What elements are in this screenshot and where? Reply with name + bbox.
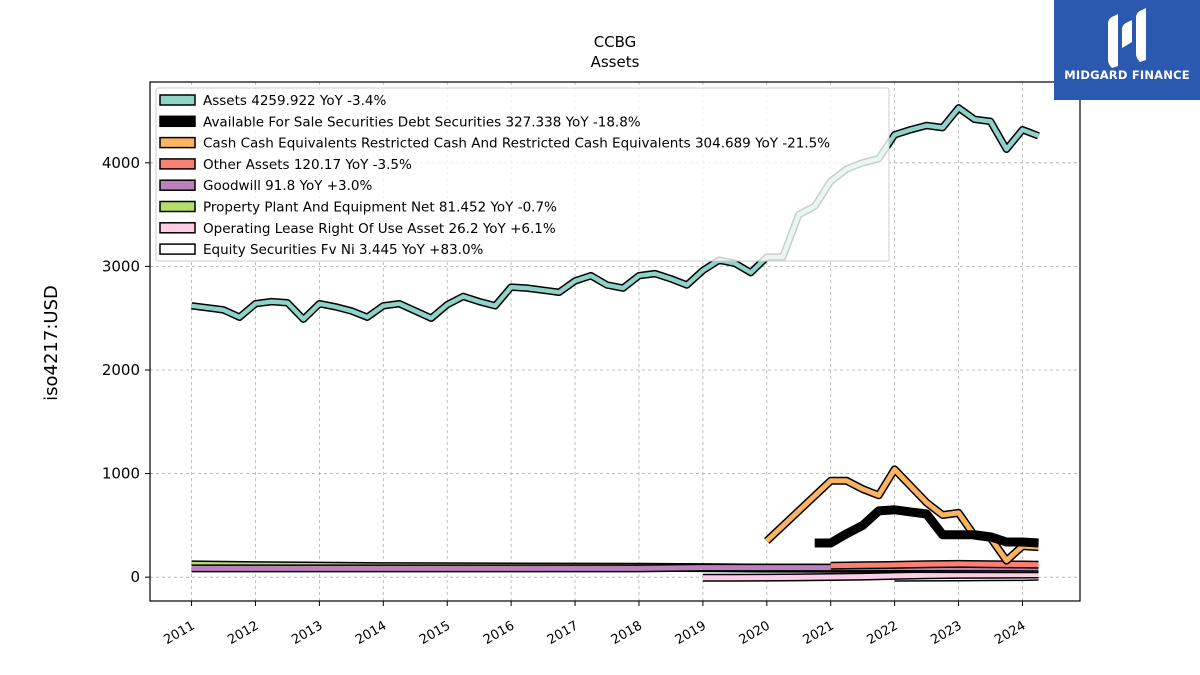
legend-label: Goodwill 91.8 YoY +3.0% <box>203 178 373 194</box>
legend-swatch <box>159 115 196 128</box>
series-line <box>830 561 1039 569</box>
x-tick-label: 2015 <box>417 618 453 648</box>
x-tick-label: 2017 <box>545 618 581 648</box>
legend-swatch <box>159 94 196 106</box>
y-axis-label: iso4217:USD <box>41 285 62 401</box>
x-tick-label: 2012 <box>225 618 261 648</box>
series-line <box>765 466 1039 564</box>
series-0 <box>191 104 1040 323</box>
legend-label: Cash Cash Equivalents Restricted Cash An… <box>203 136 830 152</box>
brand-mark-icon <box>1108 8 1146 68</box>
legend-label: Available For Sale Securities Debt Secur… <box>203 114 641 130</box>
legend-label: Property Plant And Equipment Net 81.452 … <box>203 200 557 216</box>
legend-label: Other Assets 120.17 YoY -3.5% <box>203 157 412 173</box>
legend-swatch <box>159 222 196 234</box>
y-tick-label: 3000 <box>102 257 140 275</box>
x-tick-label: 2023 <box>928 618 964 648</box>
y-tick-label: 0 <box>130 568 140 586</box>
legend-swatch <box>159 158 196 170</box>
legend-label: Operating Lease Right Of Use Asset 26.2 … <box>203 221 556 237</box>
chart-subtitle: Assets <box>591 53 640 71</box>
y-tick-label: 4000 <box>102 154 140 172</box>
legend: Assets 4259.922 YoY -3.4% Available For S… <box>155 87 890 262</box>
legend-swatch <box>159 200 196 213</box>
brand-logo: MIDGARD FINANCE <box>1054 0 1200 100</box>
x-tick-label: 2024 <box>992 618 1028 648</box>
series-line <box>191 105 1040 322</box>
legend-frame <box>155 87 890 262</box>
series-3 <box>830 559 1039 570</box>
legend-swatch <box>159 243 196 255</box>
series-layer <box>191 104 1040 582</box>
legend-swatch <box>159 179 196 191</box>
legend-label: Assets 4259.922 YoY -3.4% <box>203 93 387 109</box>
series-line <box>702 572 1039 581</box>
series-1 <box>814 505 1039 548</box>
x-tick-label: 2013 <box>289 618 325 648</box>
x-tick-label: 2016 <box>481 618 517 648</box>
series-2 <box>764 465 1039 565</box>
legend-swatch <box>159 136 196 149</box>
x-tick-label: 2011 <box>161 618 197 648</box>
x-tick-label: 2019 <box>673 618 709 648</box>
chart-title: CCBG <box>594 33 637 51</box>
x-tick-label: 2014 <box>353 618 389 648</box>
x-tick-label: 2020 <box>737 618 773 648</box>
x-tick-label: 2022 <box>864 618 900 648</box>
brand-name: MIDGARD FINANCE <box>1064 68 1190 82</box>
y-tick-label: 1000 <box>102 465 140 483</box>
x-tick-label: 2021 <box>801 618 837 648</box>
legend-label: Equity Securities Fv Ni 3.445 YoY +83.0% <box>203 242 484 258</box>
y-tick-label: 2000 <box>102 361 140 379</box>
x-tick-label: 2018 <box>609 618 645 648</box>
series-line <box>814 505 1039 548</box>
series-6 <box>702 570 1039 582</box>
plot-frame <box>149 81 1081 602</box>
